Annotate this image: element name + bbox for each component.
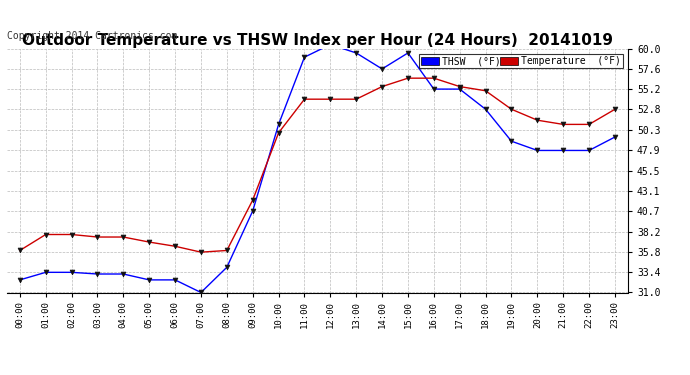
Legend: THSW  (°F), Temperature  (°F): THSW (°F), Temperature (°F) [419, 54, 623, 69]
Title: Outdoor Temperature vs THSW Index per Hour (24 Hours)  20141019: Outdoor Temperature vs THSW Index per Ho… [22, 33, 613, 48]
Text: Copyright 2014 Cartronics.com: Copyright 2014 Cartronics.com [7, 32, 177, 41]
